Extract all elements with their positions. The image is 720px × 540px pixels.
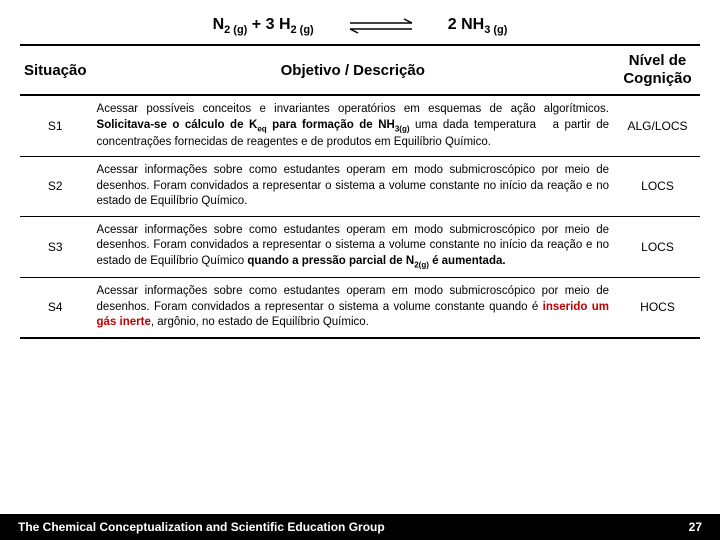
equilibrium-arrows-icon bbox=[346, 17, 416, 35]
table-header-row: Situação Objetivo / Descrição Nível deCo… bbox=[20, 45, 700, 95]
cell-cognicao: LOCS bbox=[615, 157, 700, 217]
situations-table: Situação Objetivo / Descrição Nível deCo… bbox=[20, 44, 700, 338]
footer-group-name: The Chemical Conceptualization and Scien… bbox=[18, 520, 385, 534]
chemical-equation: N2 (g) + 3 H2 (g) 2 NH3 (g) bbox=[20, 16, 700, 36]
cell-cognicao: ALG/LOCS bbox=[615, 95, 700, 157]
cell-descricao: Acessar informações sobre como estudante… bbox=[91, 157, 615, 217]
table-row: S4 Acessar informações sobre como estuda… bbox=[20, 277, 700, 337]
header-objetivo: Objetivo / Descrição bbox=[91, 45, 615, 95]
cell-situacao: S4 bbox=[20, 277, 91, 337]
cell-cognicao: HOCS bbox=[615, 277, 700, 337]
cell-descricao: Acessar informações sobre como estudante… bbox=[91, 216, 615, 277]
header-situacao: Situação bbox=[20, 45, 91, 95]
cell-situacao: S2 bbox=[20, 157, 91, 217]
cell-descricao: Acessar informações sobre como estudante… bbox=[91, 277, 615, 337]
cell-situacao: S1 bbox=[20, 95, 91, 157]
header-nivel: Nível deCognição bbox=[615, 45, 700, 95]
footer-page-number: 27 bbox=[689, 520, 702, 534]
cell-cognicao: LOCS bbox=[615, 216, 700, 277]
equation-lhs: N2 (g) + 3 H2 (g) bbox=[213, 16, 314, 36]
table-row: S1 Acessar possíveis conceitos e invaria… bbox=[20, 95, 700, 157]
table-row: S3 Acessar informações sobre como estuda… bbox=[20, 216, 700, 277]
cell-descricao: Acessar possíveis conceitos e invariante… bbox=[91, 95, 615, 157]
slide-footer: The Chemical Conceptualization and Scien… bbox=[0, 514, 720, 540]
table-row: S2 Acessar informações sobre como estuda… bbox=[20, 157, 700, 217]
cell-situacao: S3 bbox=[20, 216, 91, 277]
equation-rhs: 2 NH3 (g) bbox=[448, 16, 508, 36]
